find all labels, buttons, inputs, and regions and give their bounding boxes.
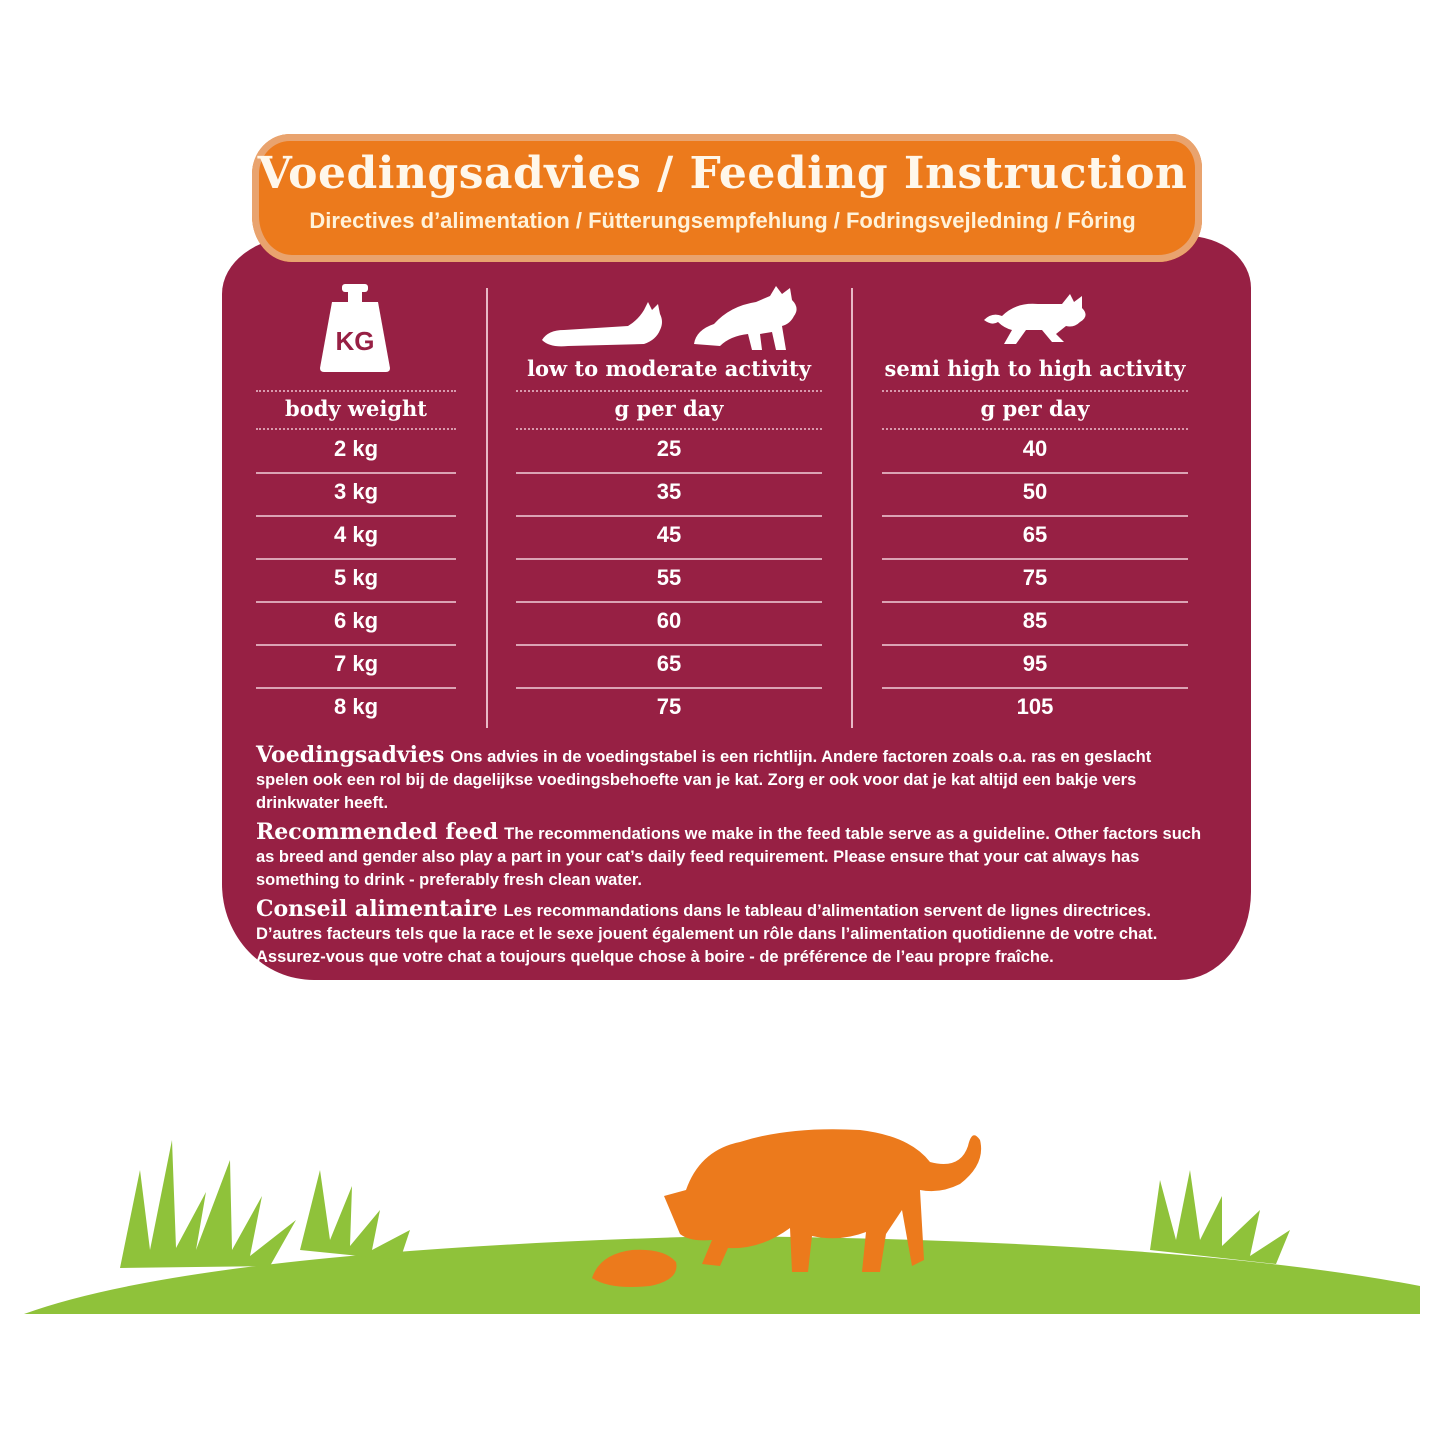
row-divider — [256, 515, 456, 517]
column-divider — [486, 288, 488, 728]
row-divider — [882, 687, 1188, 689]
column-divider — [851, 288, 853, 728]
column-heading-low: low to moderate activity — [527, 356, 811, 381]
row-divider — [516, 472, 822, 474]
header-rule — [256, 428, 456, 430]
header-rule — [882, 428, 1188, 430]
row-divider — [516, 687, 822, 689]
row-divider — [516, 644, 822, 646]
low-activity-cell: 60 — [656, 608, 682, 633]
row-divider — [516, 601, 822, 603]
note-text: Les recommandations dans le tableau d’al… — [256, 902, 1158, 966]
high-activity-cell: 75 — [1022, 565, 1048, 590]
low-activity-cell: 65 — [656, 651, 682, 676]
body-weight-cell: 5 kg — [333, 565, 379, 590]
row-divider — [882, 644, 1188, 646]
low-activity-cell: 35 — [656, 479, 682, 504]
row-divider — [882, 472, 1188, 474]
column-heading-high: semi high to high activity — [884, 356, 1186, 381]
subheading-low: g per day — [614, 396, 724, 421]
sitting-cat-icon — [694, 286, 797, 350]
row-divider — [882, 601, 1188, 603]
note-dutch: Voedingsadvies Ons advies in de voedingst… — [256, 744, 1206, 815]
body-weight-cell: 3 kg — [333, 479, 379, 504]
header-rule — [882, 390, 1188, 392]
subheading-body-weight: body weight — [285, 396, 427, 421]
note-text: The recommendations we make in the feed … — [256, 825, 1202, 889]
header-rule — [516, 390, 822, 392]
body-weight-cell: 4 kg — [333, 522, 379, 547]
food-bowl-icon — [592, 1249, 677, 1287]
header-rule — [516, 428, 822, 430]
note-french: Conseil alimentaire Les recommandations d… — [256, 898, 1206, 969]
low-activity-cell: 25 — [656, 436, 682, 461]
high-activity-cell: 95 — [1022, 651, 1048, 676]
kg-label: KG — [336, 326, 375, 356]
row-divider — [256, 687, 456, 689]
eating-cat-icon — [664, 1129, 982, 1272]
kg-weight-icon: KG — [320, 284, 390, 372]
running-cat-icon — [984, 294, 1086, 344]
row-divider — [882, 558, 1188, 560]
low-activity-cell: 55 — [656, 565, 682, 590]
notes-section: Voedingsadvies Ons advies in de voedingst… — [256, 744, 1206, 975]
high-activity-cell: 50 — [1022, 479, 1048, 504]
high-activity-cell: 85 — [1022, 608, 1048, 633]
note-text: Ons advies in de voedingstabel is een ri… — [256, 748, 1152, 812]
row-divider — [516, 515, 822, 517]
low-activity-cell: 45 — [656, 522, 682, 547]
lying-cat-icon — [542, 302, 662, 347]
high-activity-cell: 65 — [1022, 522, 1048, 547]
row-divider — [256, 472, 456, 474]
body-weight-cell: 8 kg — [333, 694, 379, 719]
body-weight-cell: 6 kg — [333, 608, 379, 633]
row-divider — [516, 558, 822, 560]
row-divider — [256, 558, 456, 560]
note-heading: Recommended feed — [256, 819, 499, 845]
row-divider — [882, 515, 1188, 517]
note-heading: Voedingsadvies — [256, 742, 445, 768]
note-english: Recommended feed The recommendations we m… — [256, 821, 1206, 892]
page-subtitle: Directives d’alimentation / Fütterungsem… — [309, 208, 1136, 233]
grass-scene — [24, 1129, 1420, 1314]
row-divider — [256, 644, 456, 646]
high-activity-cell: 105 — [1016, 694, 1054, 719]
row-divider — [256, 601, 456, 603]
note-heading: Conseil alimentaire — [256, 896, 498, 922]
title-banner — [252, 134, 1202, 262]
body-weight-cell: 7 kg — [333, 651, 379, 676]
low-activity-cell: 75 — [656, 694, 682, 719]
feeding-panel — [222, 236, 1251, 980]
grass-icon — [120, 1140, 1290, 1268]
header-rule — [256, 390, 456, 392]
page-title: Voedingsadvies / Feeding Instruction — [257, 148, 1188, 199]
body-weight-cell: 2 kg — [333, 436, 379, 461]
high-activity-cell: 40 — [1022, 436, 1048, 461]
subheading-high: g per day — [980, 396, 1090, 421]
